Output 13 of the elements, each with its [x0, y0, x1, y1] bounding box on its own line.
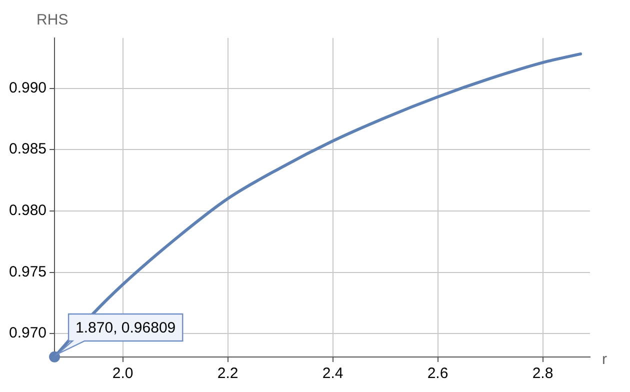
annotation: 1.870, 0.96809	[76, 320, 176, 337]
y-tick-label: 0.975	[8, 263, 47, 280]
y-axis-title: RHS	[36, 12, 68, 29]
y-tick-label: 0.980	[8, 202, 47, 220]
y-tick-label: 0.970	[8, 324, 47, 342]
y-tick-label: 0.985	[8, 140, 47, 158]
y-tick-label: 0.990	[8, 79, 47, 96]
x-tick-label: 2.0	[112, 365, 134, 382]
x-tick-label: 2.8	[532, 365, 554, 382]
x-tick-label: 2.2	[217, 365, 238, 382]
x-axis-title: r	[602, 351, 607, 368]
x-tick-label: 2.4	[322, 365, 344, 382]
x-tick-label: 2.6	[427, 365, 448, 382]
